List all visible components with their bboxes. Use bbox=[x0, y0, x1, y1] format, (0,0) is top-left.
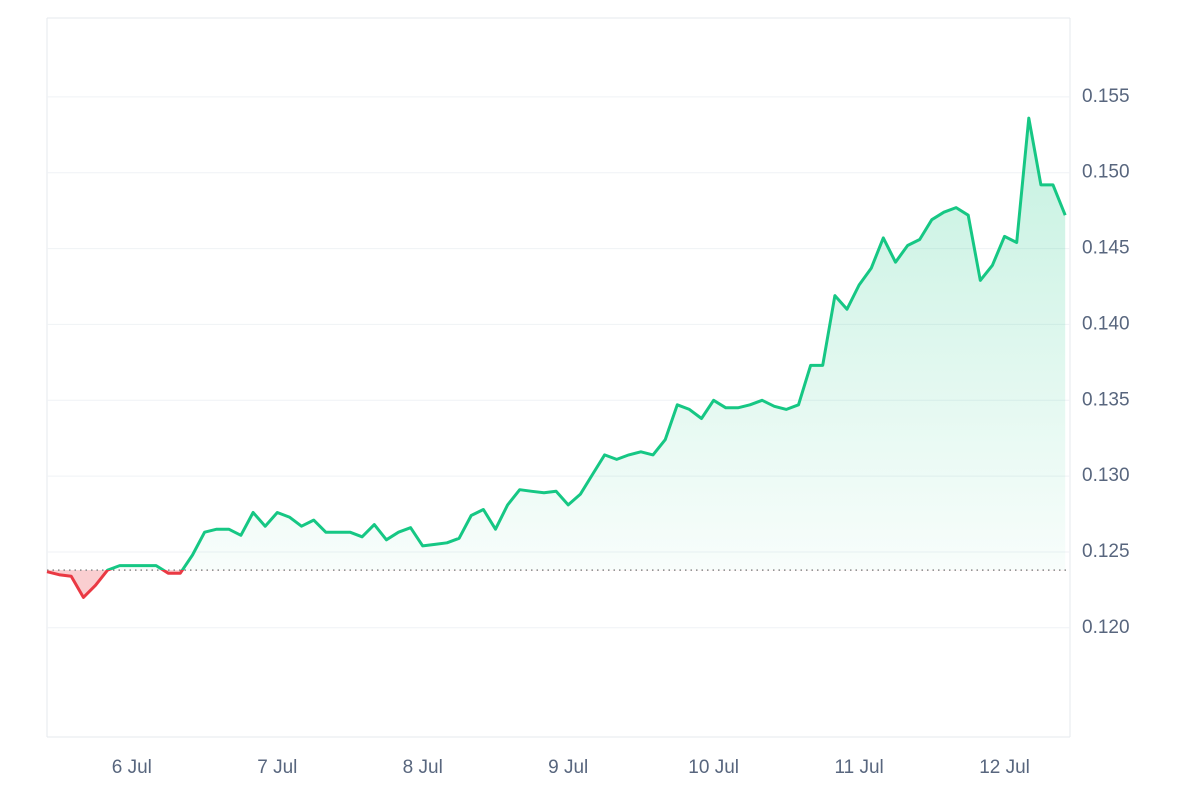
x-tick-label: 11 Jul bbox=[834, 757, 883, 778]
price-line bbox=[46, 116, 1067, 599]
price-area bbox=[47, 118, 1066, 598]
y-tick-label: 0.145 bbox=[1082, 238, 1130, 259]
x-tick-label: 10 Jul bbox=[688, 757, 739, 778]
x-tick-label: 6 Jul bbox=[112, 757, 152, 778]
y-tick-label: 0.155 bbox=[1082, 86, 1130, 107]
x-tick-label: 9 Jul bbox=[548, 757, 588, 778]
x-tick-label: 8 Jul bbox=[403, 757, 443, 778]
x-tick-label: 12 Jul bbox=[979, 757, 1030, 778]
y-tick-label: 0.150 bbox=[1082, 162, 1130, 183]
x-tick-label: 7 Jul bbox=[257, 757, 297, 778]
y-tick-label: 0.140 bbox=[1082, 313, 1130, 334]
y-tick-label: 0.135 bbox=[1082, 389, 1130, 410]
y-tick-label: 0.120 bbox=[1082, 617, 1130, 638]
y-tick-label: 0.125 bbox=[1082, 541, 1130, 562]
y-tick-label: 0.130 bbox=[1082, 465, 1130, 486]
